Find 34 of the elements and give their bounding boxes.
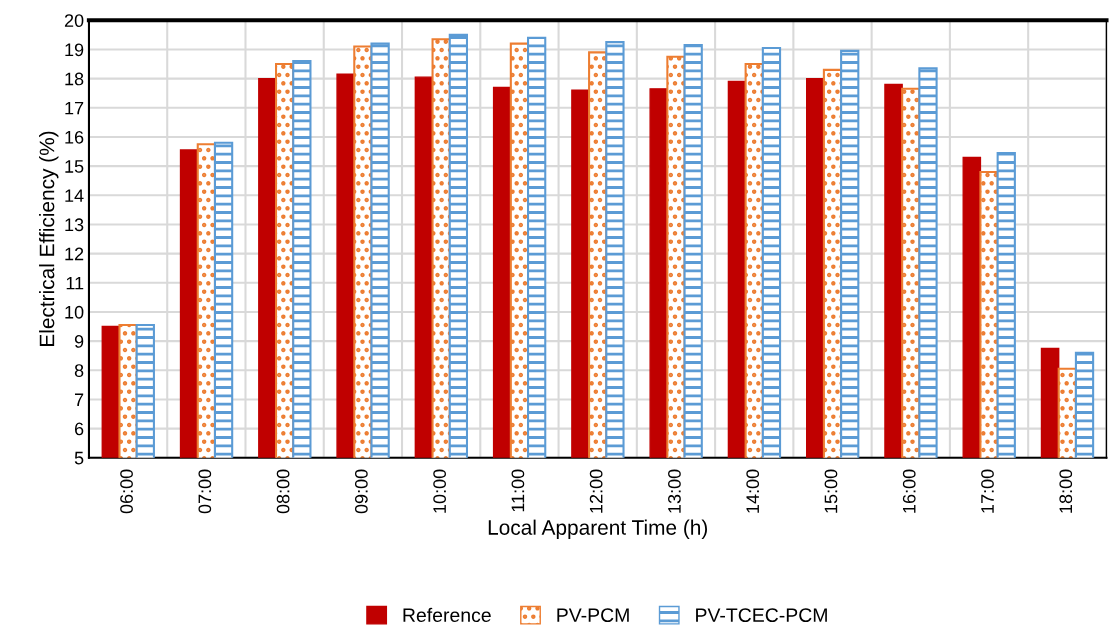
y-tick-label: 20 <box>64 14 84 28</box>
y-tick-label: 6 <box>74 422 84 436</box>
y-tick-label: 10 <box>65 305 84 319</box>
y-axis-title: Electrical Efficiency (%) <box>39 131 59 346</box>
x-tick-label: 17:00 <box>981 469 994 513</box>
x-tick-label: 12:00 <box>589 469 603 513</box>
x-tick-label: 14:00 <box>746 469 760 513</box>
y-tick-label: 13 <box>65 218 84 232</box>
y-tick-label: 11 <box>66 276 84 290</box>
x-tick-label: 10:00 <box>433 469 447 513</box>
x-axis-title: Local Apparent Time (h) <box>488 519 708 540</box>
x-tick-label: 11:00 <box>511 469 525 512</box>
x-tick-label: 07:00 <box>198 469 212 514</box>
x-tick-label: 13:00 <box>668 469 681 513</box>
y-tick-label: 9 <box>74 335 84 348</box>
y-tick-label: 8 <box>74 364 84 377</box>
y-tick-label: 18 <box>65 72 84 86</box>
y-tick-label: 15 <box>65 160 84 173</box>
x-tick-label: 09:00 <box>354 469 368 514</box>
y-tick-label: 17 <box>65 101 84 115</box>
y-tick-label: 7 <box>74 393 84 406</box>
x-tick-label: 16:00 <box>902 469 916 513</box>
y-tick-label: 12 <box>65 247 84 261</box>
x-tick-label: 08:00 <box>276 469 290 514</box>
x-tick-label: 18:00 <box>1059 469 1073 513</box>
y-tick-label: 19 <box>65 43 84 57</box>
x-tick-label: 15:00 <box>824 469 838 513</box>
y-tick-label: 5 <box>74 451 84 465</box>
y-tick-label: 16 <box>65 130 84 144</box>
y-tick-label: 14 <box>65 189 84 202</box>
legend-label: PV-PCM <box>557 608 629 623</box>
x-tick-label: 06:00 <box>120 469 133 514</box>
legend-label: Reference <box>403 607 491 623</box>
legend-label: PV-TCEC-PCM <box>696 608 827 623</box>
